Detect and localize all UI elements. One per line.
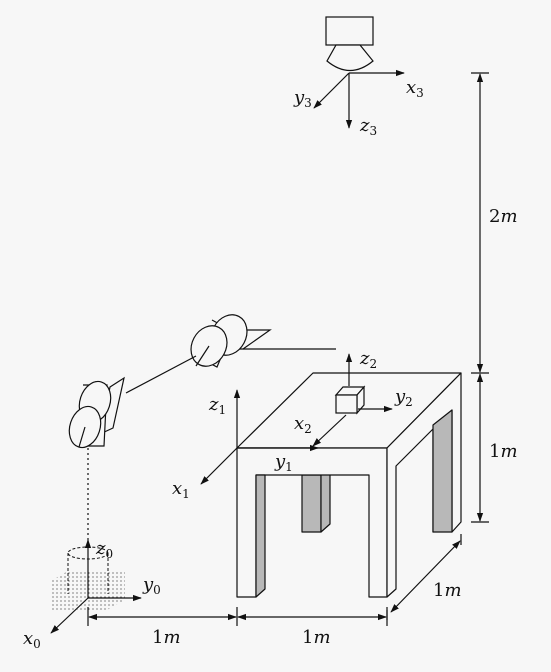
- camera-height-label: 2m: [489, 206, 518, 227]
- camera-body: [325, 16, 374, 46]
- camera-lens: [326, 44, 374, 72]
- table-leg-back-left-side: [320, 466, 331, 533]
- frame1-axes: [200, 389, 319, 485]
- dimension-camera-height: [471, 72, 489, 374]
- y2-label: y2: [394, 386, 413, 409]
- z2-label: z2: [359, 348, 377, 371]
- frame3-axes: [313, 69, 405, 129]
- table-depth-label: 1m: [433, 580, 462, 601]
- dimension-table-height: [471, 373, 489, 523]
- z3-label: z3: [359, 115, 377, 138]
- x0-label: x0: [23, 628, 41, 651]
- table-leg-back-left: [301, 474, 322, 533]
- x3-label: x3: [406, 77, 424, 100]
- x1-axis: [200, 447, 238, 485]
- table-width-label: 1m: [302, 627, 331, 648]
- y3-label: y3: [293, 87, 312, 110]
- y0-label: y0: [142, 574, 161, 597]
- dimension-table-width: [237, 607, 388, 626]
- z0-label: z0: [95, 538, 113, 561]
- cube-object: [334, 385, 366, 415]
- z1-label: z1: [208, 394, 226, 417]
- x2-axis: [312, 414, 347, 447]
- base-to-table-label: 1m: [152, 627, 181, 648]
- frame0-axes: [50, 539, 142, 634]
- table: [236, 372, 462, 598]
- x0-axis: [50, 597, 89, 634]
- frame2-axes: [312, 353, 393, 447]
- camera: [325, 16, 374, 72]
- arm-link-middle: [125, 355, 197, 394]
- y3-axis: [313, 72, 350, 109]
- x2-label: x2: [294, 413, 312, 436]
- x1-label: x1: [172, 478, 190, 501]
- dimension-table-depth: [386, 534, 462, 620]
- dimension-base-to-table: [87, 607, 238, 626]
- table-height-label: 1m: [489, 441, 518, 462]
- y1-label: y1: [274, 451, 293, 474]
- robot-arm: [68, 314, 336, 449]
- table-leg-front-left-side: [255, 474, 266, 598]
